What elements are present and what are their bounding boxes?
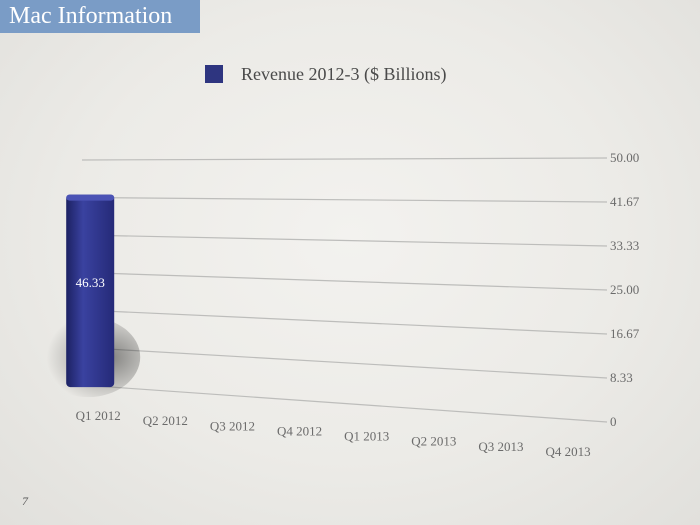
y-tick-label: 50.00	[610, 150, 639, 165]
gridline	[81, 384, 608, 423]
legend-swatch	[205, 65, 223, 83]
legend-label: Revenue 2012-3 ($ Billions)	[241, 63, 447, 84]
gridline	[81, 346, 608, 379]
data-label: 46.33	[76, 275, 105, 290]
category-label: Q2 2013	[411, 434, 456, 449]
y-tick-label: 25.00	[610, 282, 639, 297]
y-tick-label: 0	[610, 414, 617, 429]
page-number: 7	[22, 494, 28, 508]
bar	[66, 194, 115, 388]
gridline	[81, 157, 608, 161]
gridline	[81, 234, 608, 247]
bars: 46.33	[36, 194, 141, 398]
slide-title-bar: Mac Information	[0, 0, 200, 33]
y-axis-ticks: 0 8.33 16.67 25.00 33.33 41.67 50.00	[610, 150, 640, 429]
y-tick-label: 16.67	[610, 326, 640, 341]
y-tick-label: 41.67	[610, 194, 640, 209]
category-label: Q2 2012	[143, 413, 188, 428]
category-label: Q4 2012	[277, 423, 322, 438]
slide-title: Mac Information	[9, 3, 173, 29]
category-labels: Q1 2012 Q2 2012 Q3 2012 Q4 2012 Q1 2013 Q2 20…	[76, 408, 591, 459]
chart-legend: Revenue 2012-3 ($ Billions)	[205, 62, 446, 86]
y-tick-label: 8.33	[610, 370, 633, 385]
gridline	[81, 271, 608, 291]
category-label: Q3 2012	[210, 418, 255, 433]
category-label: Q3 2013	[478, 439, 523, 454]
category-label: Q1 2012	[76, 408, 121, 423]
gridline	[81, 309, 608, 335]
category-label: Q4 2013	[546, 444, 591, 459]
bar-top	[66, 194, 115, 201]
gridline	[81, 196, 608, 203]
y-tick-label: 33.33	[610, 238, 639, 253]
gridlines	[81, 157, 608, 423]
category-label: Q1 2013	[344, 429, 389, 444]
